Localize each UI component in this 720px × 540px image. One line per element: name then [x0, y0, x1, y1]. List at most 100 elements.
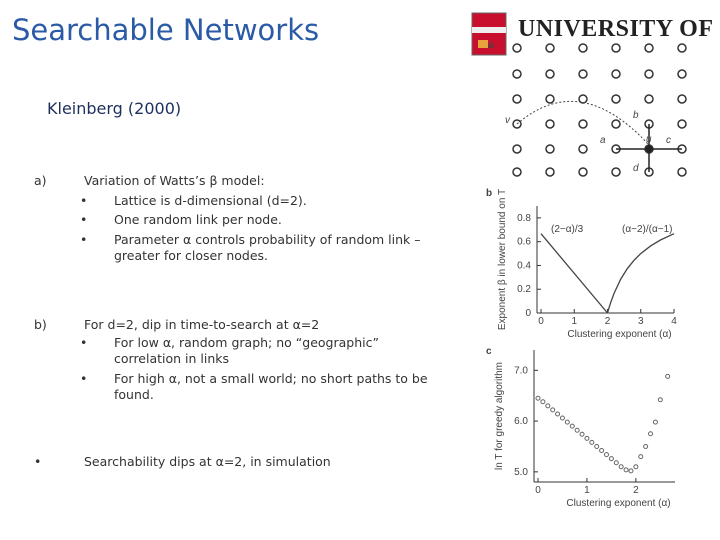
lattice-node — [677, 94, 687, 104]
lattice-node — [611, 119, 621, 129]
logo: UNIVERSITY OF — [471, 12, 713, 56]
point — [535, 395, 541, 401]
lattice-node — [512, 144, 522, 154]
subtitle: Kleinberg (2000) — [47, 99, 182, 118]
point — [657, 397, 663, 403]
node-label: c — [666, 135, 671, 146]
logo-text: UNIVERSITY OF — [518, 16, 713, 42]
lattice-node — [677, 43, 687, 53]
lattice-node — [578, 144, 588, 154]
item-marker: b) — [34, 317, 47, 332]
x-tick-label: 1 — [584, 485, 590, 496]
node-label: v — [505, 115, 511, 126]
bullet-marker: • — [80, 232, 88, 247]
lattice-node — [677, 119, 687, 129]
node-label: a — [600, 135, 606, 146]
lattice-node — [545, 94, 555, 104]
panel-label: b — [486, 188, 492, 199]
item-marker: a) — [34, 173, 47, 188]
lattice-node — [578, 69, 588, 79]
lattice-node — [545, 43, 555, 53]
annotation: (2−α)/3 — [551, 224, 584, 235]
point — [559, 415, 565, 421]
y-tick-label: 0 — [525, 308, 531, 319]
lattice-node — [611, 43, 621, 53]
point — [638, 454, 644, 460]
shield — [471, 12, 507, 56]
bullet-marker: • — [80, 335, 88, 350]
x-tick-label: 1 — [571, 316, 577, 327]
lattice-node — [545, 119, 555, 129]
item-text: For d=2, dip in time-to-search at α=2 — [84, 317, 320, 332]
lattice-node — [545, 144, 555, 154]
lattice-node — [545, 69, 555, 79]
panel-label: a — [488, 40, 494, 51]
point — [589, 439, 595, 445]
lattice-node — [512, 69, 522, 79]
shield-band — [472, 27, 506, 33]
point — [579, 431, 585, 437]
x-tick-label: 2 — [633, 485, 639, 496]
point — [574, 427, 580, 433]
lattice-node — [611, 94, 621, 104]
bullet-text: For low α, random graph; no “geographic”… — [114, 335, 379, 366]
lattice: a v b a u c d — [488, 40, 687, 177]
y-tick-label: 5.0 — [514, 467, 528, 478]
point — [540, 399, 546, 405]
item-text: Searchability dips at α=2, in simulation — [84, 454, 331, 469]
bullet-marker: • — [80, 193, 88, 208]
point — [623, 467, 629, 473]
lattice-node — [545, 167, 555, 177]
point — [633, 464, 639, 470]
lattice-node — [578, 119, 588, 129]
lattice-node — [644, 69, 654, 79]
bullet-text: Lattice is d-dimensional (d=2). — [114, 193, 307, 208]
x-axis-label: Clustering exponent (α) — [566, 498, 670, 509]
annotation: (α−2)/(α−1) — [622, 224, 672, 235]
lattice-node — [611, 69, 621, 79]
point — [555, 411, 561, 417]
x-axis-label: Clustering exponent (α) — [567, 329, 671, 340]
x-tick-label: 4 — [671, 316, 677, 327]
x-tick-label: 2 — [605, 316, 611, 327]
point — [628, 468, 634, 474]
panel-label: c — [486, 346, 492, 357]
item-marker: • — [34, 454, 42, 469]
y-tick-label: 0.4 — [517, 260, 531, 271]
lattice-node — [611, 167, 621, 177]
y-tick-label: 0.2 — [517, 284, 531, 295]
lattice-node — [512, 167, 522, 177]
lattice-node — [677, 167, 687, 177]
point — [545, 403, 551, 409]
point — [665, 373, 671, 379]
point — [604, 452, 609, 458]
point — [643, 443, 649, 449]
point — [613, 460, 619, 466]
y-axis-label: Exponent β in lower bound on T — [497, 189, 508, 330]
long-link — [516, 101, 650, 146]
point — [648, 431, 654, 437]
line-series — [540, 233, 608, 314]
lattice-node — [578, 167, 588, 177]
y-tick-label: 7.0 — [514, 365, 528, 376]
line-series — [606, 233, 675, 314]
bullet-text: Parameter α controls probability of rand… — [114, 232, 421, 263]
x-tick-label: 0 — [538, 316, 544, 327]
bullet-text: For high α, not a small world; no short … — [114, 371, 428, 402]
point — [594, 443, 600, 449]
node-label: b — [633, 110, 639, 121]
point — [550, 407, 556, 413]
y-tick-label: 6.0 — [514, 416, 528, 427]
point — [599, 448, 605, 454]
lattice-node — [512, 94, 522, 104]
bullet-marker: • — [80, 371, 88, 386]
item-text: Variation of Watts’s β model: — [84, 173, 265, 188]
x-tick-label: 3 — [638, 316, 644, 327]
y-tick-label: 0.6 — [517, 237, 531, 248]
lattice-node — [677, 69, 687, 79]
lattice-node — [512, 43, 522, 53]
shield-book — [478, 40, 488, 48]
point — [608, 456, 614, 462]
x-tick-label: 0 — [535, 485, 541, 496]
